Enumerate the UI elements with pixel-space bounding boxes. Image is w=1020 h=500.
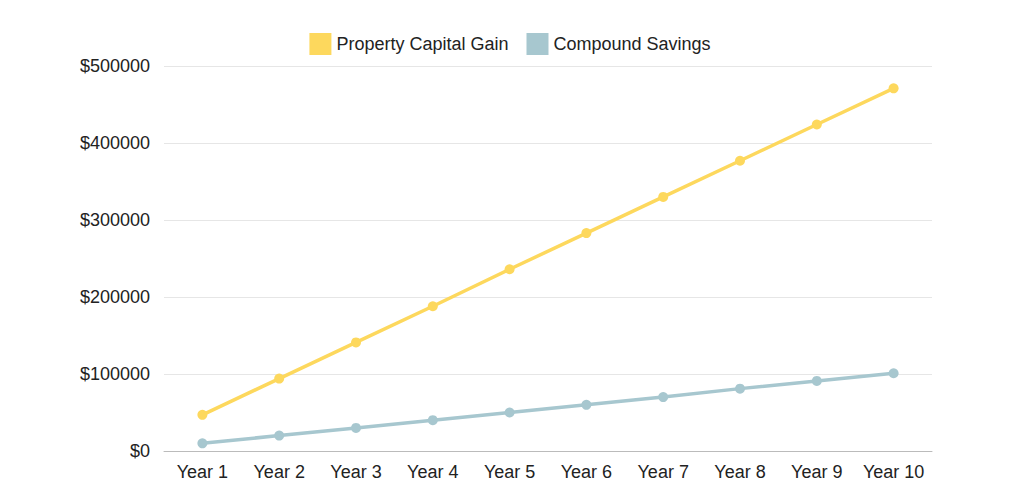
svg-text:Year 5: Year 5 <box>484 462 535 482</box>
svg-text:Year 6: Year 6 <box>561 462 612 482</box>
svg-text:Year 8: Year 8 <box>714 462 765 482</box>
svg-text:$300000: $300000 <box>80 210 150 230</box>
svg-text:Year 9: Year 9 <box>791 462 842 482</box>
svg-text:$500000: $500000 <box>80 56 150 76</box>
svg-text:$200000: $200000 <box>80 287 150 307</box>
svg-text:Year 3: Year 3 <box>330 462 381 482</box>
svg-text:Year 10: Year 10 <box>863 462 924 482</box>
svg-text:$0: $0 <box>130 441 150 461</box>
svg-text:$400000: $400000 <box>80 133 150 153</box>
svg-text:Property Capital Gain: Property Capital Gain <box>336 34 508 54</box>
svg-text:$100000: $100000 <box>80 364 150 384</box>
svg-text:Year 7: Year 7 <box>638 462 689 482</box>
svg-text:Year 1: Year 1 <box>177 462 228 482</box>
svg-text:Year 2: Year 2 <box>254 462 305 482</box>
svg-text:Year 4: Year 4 <box>407 462 458 482</box>
svg-text:Compound Savings: Compound Savings <box>553 34 710 54</box>
